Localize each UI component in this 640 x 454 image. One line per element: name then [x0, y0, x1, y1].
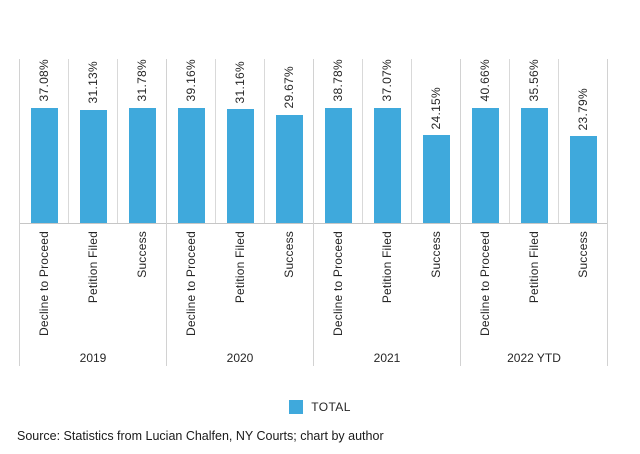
year-label: 2021 — [373, 351, 401, 366]
bar — [520, 107, 548, 223]
category-label: Petition Filed — [527, 231, 541, 304]
category-label: Petition Filed — [380, 231, 394, 304]
category-label-row: Decline to Proceed Petition Filed Succes… — [461, 224, 607, 351]
bar-column: 39.16% — [167, 59, 215, 223]
year-group-2021: 38.78% 37.07% 24.15% Decline to Proceed … — [313, 59, 460, 366]
plot-area: 38.78% 37.07% 24.15% — [314, 59, 460, 224]
plot-area: 37.08% 31.13% 31.78% — [20, 59, 166, 224]
bar-column: 38.78% — [314, 59, 362, 223]
category-label-cell: Decline to Proceed — [461, 224, 510, 351]
category-label-row: Decline to Proceed Petition Filed Succes… — [314, 224, 460, 351]
source-note: Source: Statistics from Lucian Chalfen, … — [17, 429, 384, 443]
bar-value-label: 31.16% — [233, 60, 247, 104]
bar-value-label: 35.56% — [527, 59, 541, 102]
legend-swatch — [289, 400, 304, 414]
category-label: Success — [134, 231, 149, 278]
bar — [275, 114, 303, 223]
plot-area: 40.66% 35.56% 23.79% — [461, 59, 607, 224]
bar — [471, 107, 499, 223]
category-label-row: Decline to Proceed Petition Filed Succes… — [167, 224, 313, 351]
category-label-cell: Petition Filed — [510, 224, 559, 351]
bar — [128, 107, 156, 223]
bar-column: 29.67% — [264, 59, 313, 223]
category-label-cell: Success — [558, 224, 607, 351]
bar-value-label: 23.79% — [576, 87, 590, 131]
bar-value-label: 38.78% — [331, 59, 345, 102]
bar — [226, 109, 254, 223]
category-label-cell: Decline to Proceed — [20, 224, 69, 351]
legend: TOTAL — [0, 400, 640, 414]
category-label: Decline to Proceed — [184, 231, 199, 336]
category-label: Decline to Proceed — [331, 231, 346, 336]
category-label-cell: Decline to Proceed — [314, 224, 363, 351]
bar-column: 23.79% — [558, 59, 607, 223]
category-label: Petition Filed — [233, 231, 247, 304]
bar — [569, 136, 597, 223]
bar-column: 35.56% — [509, 59, 558, 223]
year-group-2020: 39.16% 31.16% 29.67% Decline to Proceed … — [166, 59, 313, 366]
bar-column: 37.08% — [20, 59, 68, 223]
legend-label: TOTAL — [311, 400, 351, 414]
category-label: Decline to Proceed — [478, 231, 493, 336]
bar-value-label: 40.66% — [478, 59, 492, 102]
bar-chart: 37.08% 31.13% 31.78% Decline to Proceed … — [19, 59, 608, 366]
year-label: 2019 — [79, 351, 107, 366]
bar-column: 37.07% — [362, 59, 411, 223]
bar-column: 31.13% — [68, 59, 117, 223]
year-label: 2022 YTD — [507, 351, 561, 366]
category-label: Success — [575, 231, 590, 278]
category-label: Decline to Proceed — [37, 231, 52, 336]
bar-value-label: 37.07% — [380, 59, 394, 102]
category-label-cell: Petition Filed — [216, 224, 265, 351]
bar-column: 31.16% — [215, 59, 264, 223]
category-label-cell: Petition Filed — [69, 224, 118, 351]
bar — [30, 107, 58, 223]
bar — [79, 109, 107, 223]
bar-column: 40.66% — [461, 59, 509, 223]
category-label-cell: Decline to Proceed — [167, 224, 216, 351]
category-label-cell: Petition Filed — [363, 224, 412, 351]
bar — [177, 107, 205, 223]
bar — [373, 107, 401, 223]
year-group-2022-ytd: 40.66% 35.56% 23.79% Decline to Proceed … — [460, 59, 607, 366]
category-label: Success — [428, 231, 443, 278]
category-label-row: Decline to Proceed Petition Filed Succes… — [20, 224, 166, 351]
bar-value-label: 31.13% — [86, 61, 100, 104]
category-label-cell: Success — [264, 224, 313, 351]
bar-value-label: 29.67% — [282, 66, 296, 109]
bar-column: 24.15% — [411, 59, 460, 223]
bar-value-label: 37.08% — [37, 59, 51, 102]
category-label-cell: Success — [117, 224, 166, 351]
category-label-cell: Success — [411, 224, 460, 351]
bar — [324, 107, 352, 223]
bar-value-label: 39.16% — [184, 59, 198, 102]
bar-column: 31.78% — [117, 59, 166, 223]
plot-area: 39.16% 31.16% 29.67% — [167, 59, 313, 224]
year-label: 2020 — [226, 351, 254, 366]
category-label: Success — [281, 231, 296, 278]
bar-value-label: 24.15% — [429, 86, 443, 130]
category-label: Petition Filed — [86, 231, 100, 304]
bar-value-label: 31.78% — [135, 59, 149, 102]
year-group-2019: 37.08% 31.13% 31.78% Decline to Proceed … — [19, 59, 166, 366]
bar — [422, 135, 450, 223]
